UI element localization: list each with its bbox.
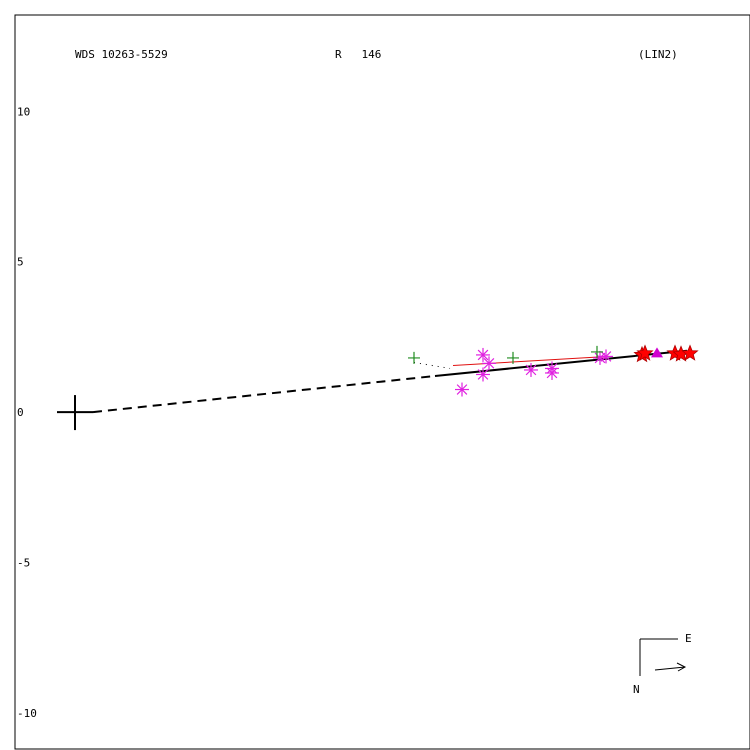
plus-point	[408, 351, 420, 364]
plus-point	[591, 345, 603, 358]
star-point	[636, 344, 654, 361]
y-tick-label: 5	[17, 256, 24, 269]
data-points	[408, 344, 699, 397]
plot-frame	[14, 14, 750, 750]
triangle-point	[651, 347, 663, 358]
y-tick-label: 10	[17, 105, 30, 118]
orientation-compass: E N	[633, 632, 692, 696]
compass-north-label: N	[633, 683, 640, 696]
y-tick-labels: 10 5 0 -5 -10	[17, 105, 37, 720]
star-point	[681, 344, 699, 361]
y-tick-label: -10	[17, 707, 37, 720]
object-title: WDS 10263-5529	[75, 48, 168, 61]
y-tick-label: 0	[17, 406, 24, 419]
fit-lines	[57, 349, 688, 431]
asterisk-point	[476, 347, 490, 362]
residual-dotted-line	[413, 361, 451, 369]
position-angle-line	[452, 355, 610, 366]
y-tick-label: -5	[17, 556, 30, 569]
asterisk-point	[482, 356, 496, 371]
asterisk-point	[593, 350, 607, 365]
asterisk-point	[599, 349, 613, 364]
motion-arrow-shaft	[654, 666, 686, 671]
asterisk-point	[545, 361, 559, 376]
reference-label: R 146	[335, 48, 381, 61]
compass-east-label: E	[685, 632, 692, 645]
fit-line-dashed	[92, 374, 436, 414]
asterisk-point	[476, 367, 490, 382]
code-label: (LIN2)	[638, 48, 678, 61]
fit-line-solid	[434, 349, 688, 377]
asterisk-point	[524, 362, 538, 377]
plus-point	[507, 351, 519, 364]
asterisk-point	[455, 382, 469, 397]
motion-arrow-head	[676, 662, 687, 672]
